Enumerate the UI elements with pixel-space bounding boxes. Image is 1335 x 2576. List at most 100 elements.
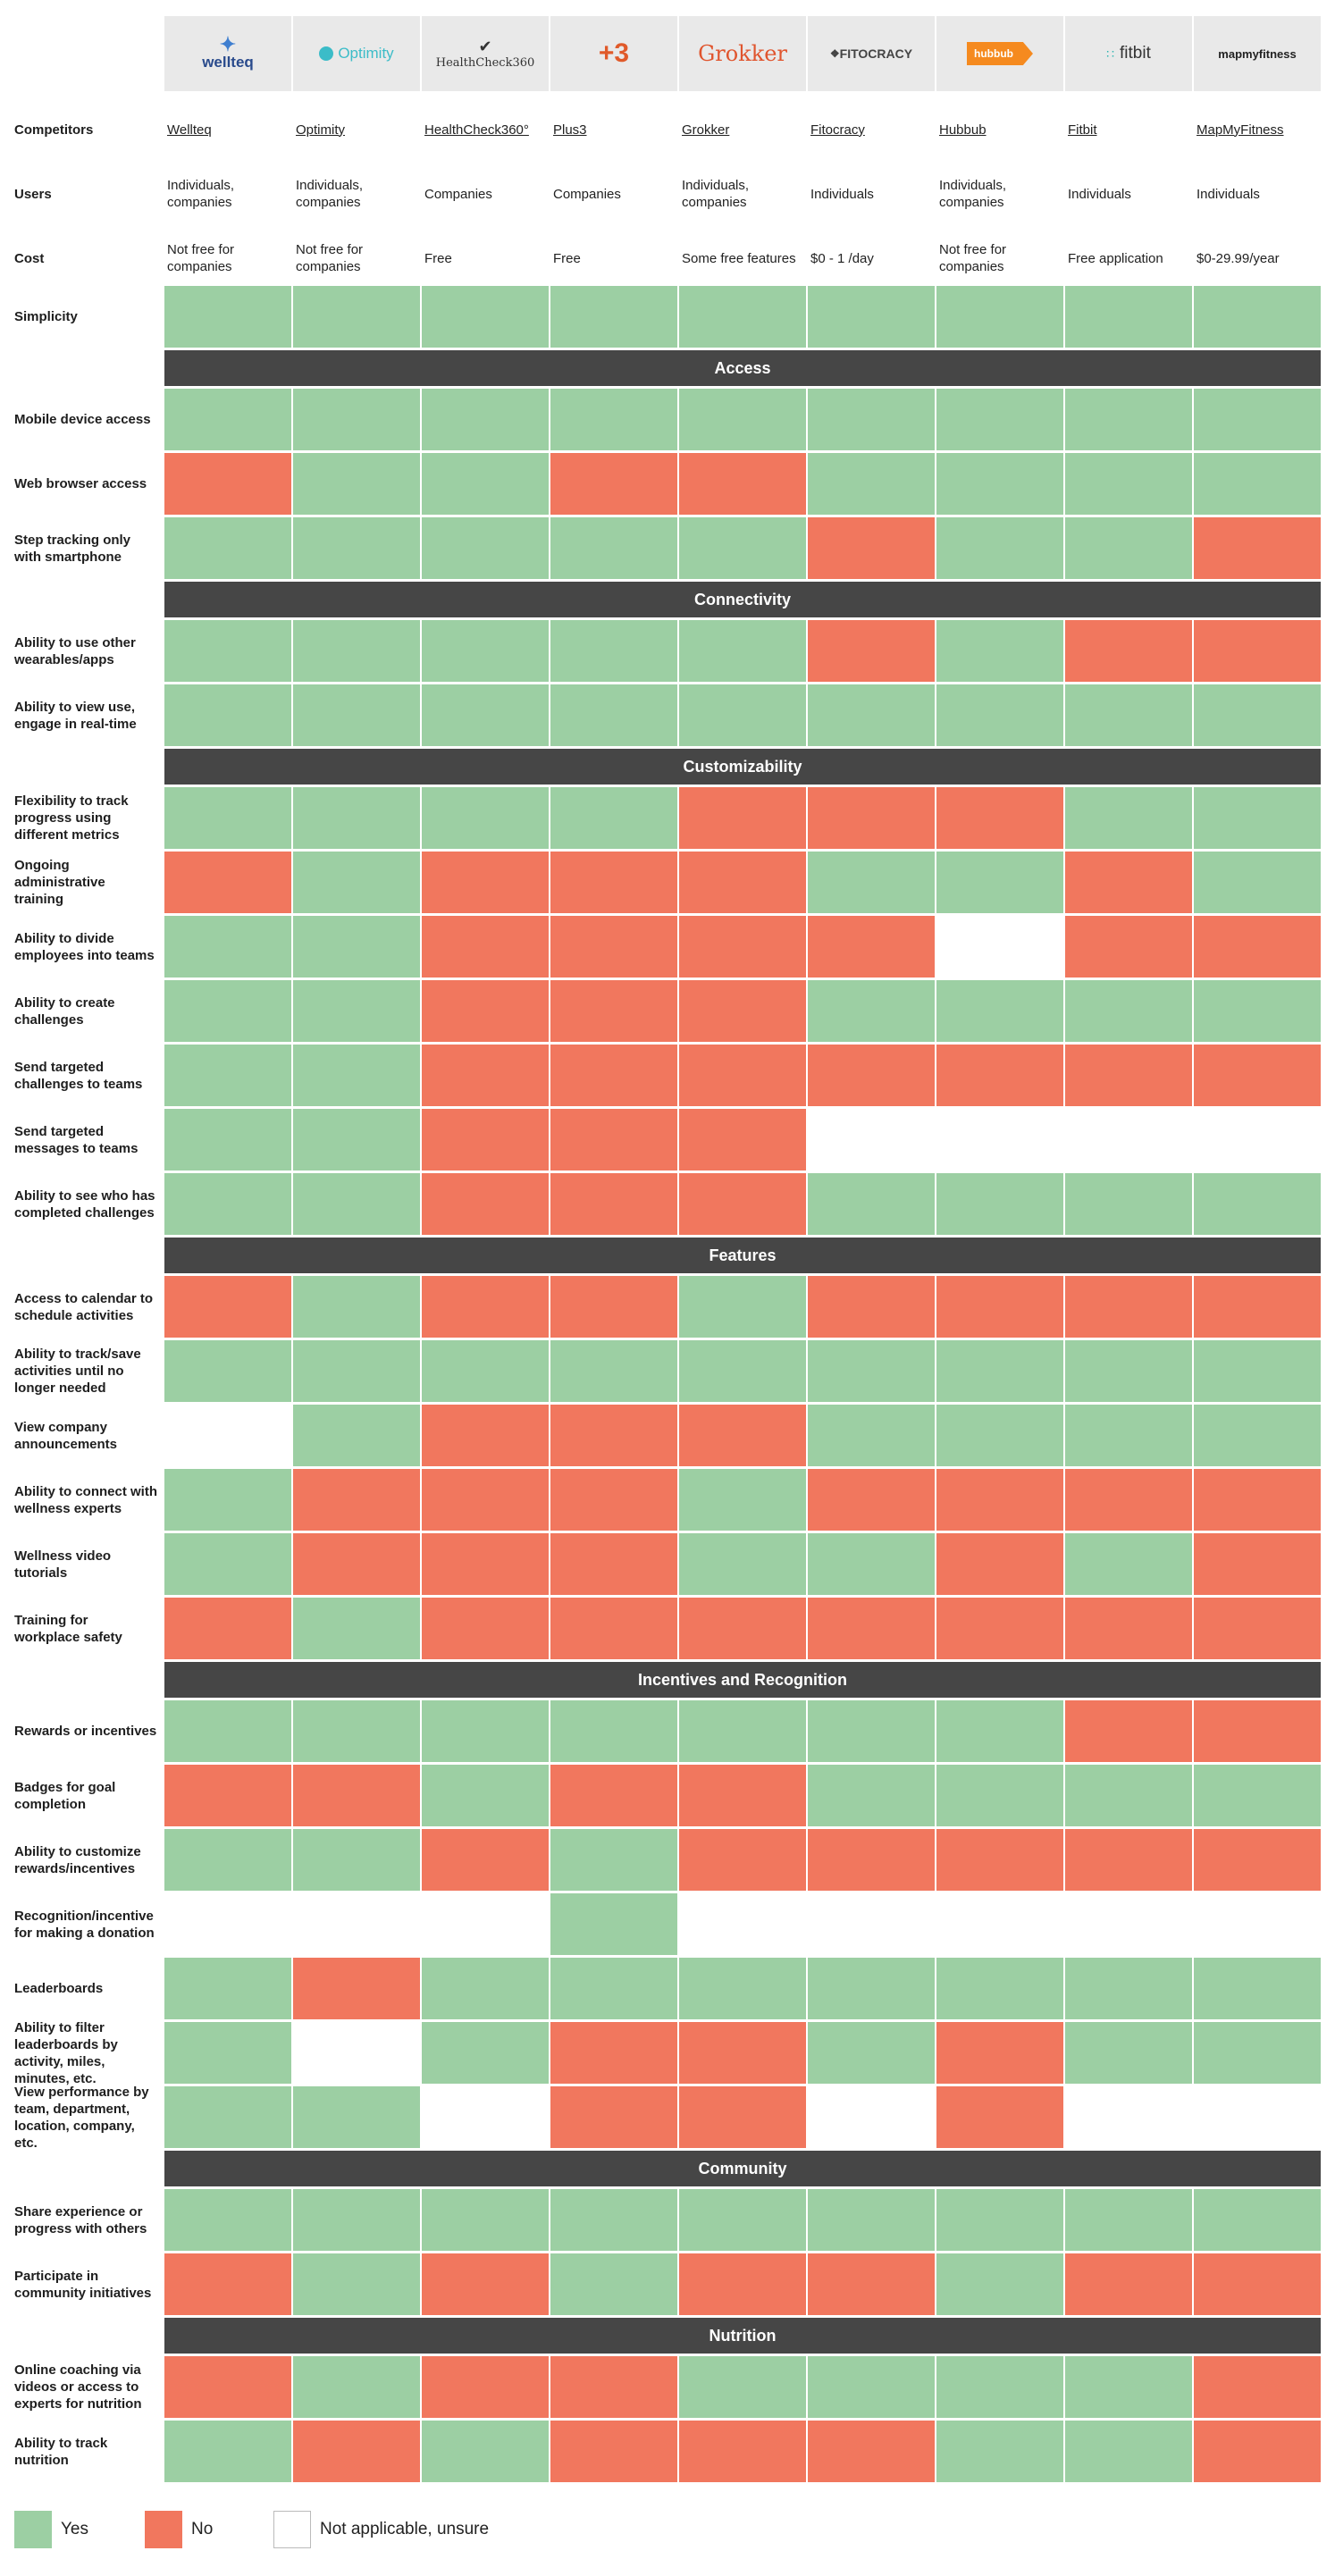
cell-no bbox=[936, 1045, 1063, 1106]
cost-value: $0-29.99/year bbox=[1196, 250, 1280, 266]
logo-fitocracy-mark: ❖ FITOCRACY bbox=[808, 16, 935, 91]
cell-yes bbox=[1065, 787, 1192, 849]
legend-label-na: Not applicable, unsure bbox=[320, 2520, 490, 2538]
section-header: Connectivity bbox=[164, 582, 1321, 617]
cell-no bbox=[164, 1598, 291, 1659]
users-value: Individuals, companies bbox=[682, 178, 750, 210]
competitor-name[interactable]: Hubbub bbox=[939, 122, 987, 138]
cell-yes bbox=[550, 517, 677, 579]
cell-no bbox=[1194, 916, 1321, 978]
cell-yes bbox=[936, 1765, 1063, 1826]
cell-yes bbox=[164, 2189, 291, 2251]
cell-no bbox=[808, 517, 935, 579]
feature-label: Send targeted messages to teams bbox=[14, 1123, 139, 1156]
cell-yes bbox=[1065, 2421, 1192, 2482]
cell-yes bbox=[422, 389, 549, 450]
cost-value: Free bbox=[424, 250, 452, 266]
cell-no bbox=[422, 852, 549, 913]
row-users: Users Individuals, companies Individuals, … bbox=[0, 168, 1335, 220]
cell-yes bbox=[1194, 1340, 1321, 1402]
feature-label: Leaderboards bbox=[14, 1981, 104, 1996]
cell-na bbox=[808, 2086, 935, 2148]
feature-row: Simplicity bbox=[0, 286, 1335, 348]
checkmark-icon: ✔ bbox=[478, 38, 492, 56]
competitor-name[interactable]: HealthCheck360° bbox=[424, 122, 529, 138]
cell-yes bbox=[293, 980, 420, 1042]
cell-yes bbox=[679, 286, 806, 348]
competitor-name[interactable]: Plus3 bbox=[553, 122, 587, 138]
competitor-name[interactable]: Optimity bbox=[296, 122, 346, 138]
cell-no bbox=[1194, 620, 1321, 682]
logo-optimity-circle: Optimity bbox=[293, 16, 420, 91]
cell-no bbox=[1194, 517, 1321, 579]
feature-row: Send targeted messages to teams bbox=[0, 1109, 1335, 1171]
cell-yes bbox=[293, 1109, 420, 1171]
cell-na bbox=[164, 1893, 291, 1955]
cell-yes bbox=[1065, 2022, 1192, 2084]
cell-yes bbox=[679, 1533, 806, 1595]
cell-no bbox=[422, 2356, 549, 2418]
cell-yes bbox=[1194, 852, 1321, 913]
users-value: Individuals bbox=[810, 186, 874, 202]
cell-yes bbox=[293, 1700, 420, 1762]
cell-yes bbox=[550, 1700, 677, 1762]
cell-no bbox=[422, 1405, 549, 1466]
cell-na bbox=[422, 1893, 549, 1955]
cell-no bbox=[1065, 1276, 1192, 1338]
competitor-name[interactable]: Fitocracy bbox=[810, 122, 865, 138]
cell-no bbox=[808, 787, 935, 849]
competitor-name[interactable]: Grokker bbox=[682, 122, 730, 138]
logo-text: fitbit bbox=[1120, 44, 1151, 63]
cell-yes bbox=[1065, 1173, 1192, 1235]
cell-no bbox=[293, 1533, 420, 1595]
cell-yes bbox=[808, 1958, 935, 2019]
feature-row: Ability to see who has completed challen… bbox=[0, 1173, 1335, 1235]
cell-yes bbox=[550, 389, 677, 450]
cell-yes bbox=[936, 1173, 1063, 1235]
feature-label: Step tracking only with smartphone bbox=[14, 532, 131, 565]
logo-grokker-wordmark: Grokker bbox=[679, 16, 806, 91]
feature-row: Training for workplace safety bbox=[0, 1598, 1335, 1659]
cell-yes bbox=[936, 1700, 1063, 1762]
cell-yes bbox=[936, 2356, 1063, 2418]
cell-yes bbox=[293, 517, 420, 579]
cell-na bbox=[808, 1109, 935, 1171]
cell-yes bbox=[422, 1958, 549, 2019]
cell-no bbox=[550, 1405, 677, 1466]
cell-no bbox=[1065, 1469, 1192, 1531]
competitor-name[interactable]: Fitbit bbox=[1068, 122, 1097, 138]
cell-no bbox=[808, 2253, 935, 2315]
cell-na bbox=[679, 1893, 806, 1955]
cell-yes bbox=[1194, 980, 1321, 1042]
cell-yes bbox=[293, 389, 420, 450]
cell-no bbox=[1194, 1700, 1321, 1762]
cell-no bbox=[679, 2421, 806, 2482]
competitor-name[interactable]: Wellteq bbox=[167, 122, 212, 138]
cell-yes bbox=[293, 286, 420, 348]
cell-yes bbox=[936, 1405, 1063, 1466]
cell-na bbox=[293, 1893, 420, 1955]
logo-mapmy-mark: mapmyfitness bbox=[1194, 16, 1321, 91]
cell-yes bbox=[164, 620, 291, 682]
cell-yes bbox=[1194, 1173, 1321, 1235]
cell-no bbox=[422, 1173, 549, 1235]
cell-yes bbox=[808, 1765, 935, 1826]
cell-no bbox=[936, 1598, 1063, 1659]
logo-text: FITOCRACY bbox=[839, 46, 913, 61]
cell-na bbox=[422, 2086, 549, 2148]
cell-no bbox=[293, 1958, 420, 2019]
feature-row: Ability to create challenges bbox=[0, 980, 1335, 1042]
cell-yes bbox=[422, 517, 549, 579]
feature-row: Step tracking only with smartphone bbox=[0, 517, 1335, 579]
cell-no bbox=[550, 1598, 677, 1659]
competitor-name[interactable]: MapMyFitness bbox=[1196, 122, 1284, 138]
cell-yes bbox=[164, 389, 291, 450]
cell-yes bbox=[293, 1276, 420, 1338]
feature-row: Ability to track/save activities until n… bbox=[0, 1340, 1335, 1402]
cell-yes bbox=[808, 980, 935, 1042]
cell-yes bbox=[936, 620, 1063, 682]
cell-na bbox=[164, 1405, 291, 1466]
cell-yes bbox=[808, 684, 935, 746]
users-value: Individuals, companies bbox=[296, 178, 364, 210]
cell-yes bbox=[293, 620, 420, 682]
